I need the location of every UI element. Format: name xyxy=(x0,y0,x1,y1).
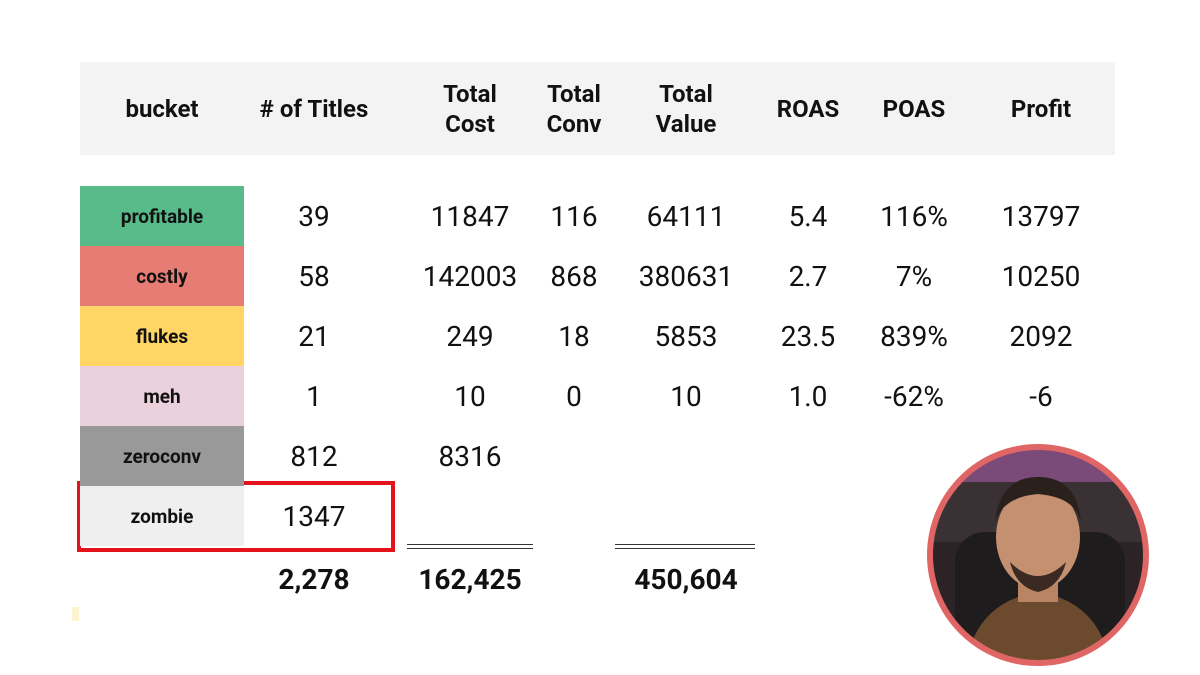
data-cell: 2.7 xyxy=(788,259,828,293)
data-cell: 39 xyxy=(298,199,330,233)
bucket-cell: flukes xyxy=(80,306,244,366)
header-band xyxy=(80,62,1115,155)
double-underline xyxy=(615,544,755,549)
data-cell: -6 xyxy=(1029,379,1053,413)
data-cell: 1 xyxy=(306,379,322,413)
column-header: # of Titles xyxy=(259,94,369,123)
column-header: bucket xyxy=(125,94,199,123)
data-cell: 380631 xyxy=(638,259,734,293)
data-cell: 18 xyxy=(558,319,590,353)
data-cell: 116% xyxy=(880,199,948,233)
total-cell: 162,425 xyxy=(418,562,522,596)
data-cell: 249 xyxy=(446,319,494,353)
data-cell: -62% xyxy=(884,379,944,413)
bucket-cell: zombie xyxy=(80,486,244,546)
column-header: Total Cost xyxy=(443,79,497,138)
column-header: Total Conv xyxy=(546,79,602,138)
webcam xyxy=(927,444,1149,666)
data-cell: 10 xyxy=(670,379,702,413)
data-cell: 13797 xyxy=(1001,199,1081,233)
data-cell: 2092 xyxy=(1009,319,1073,353)
data-cell: 5.4 xyxy=(788,199,828,233)
data-cell: 5853 xyxy=(654,319,718,353)
data-cell: 64111 xyxy=(646,199,726,233)
data-cell: 10250 xyxy=(1001,259,1081,293)
bucket-cell: meh xyxy=(80,366,244,426)
data-cell: 142003 xyxy=(422,259,518,293)
data-cell: 7% xyxy=(895,259,933,293)
bucket-cell: profitable xyxy=(80,186,244,246)
column-header: Profit xyxy=(1010,94,1072,123)
column-header: ROAS xyxy=(776,94,840,123)
total-cell: 450,604 xyxy=(634,562,738,596)
mark xyxy=(72,607,79,621)
bucket-cell: costly xyxy=(80,246,244,306)
bucket-cell: zeroconv xyxy=(80,426,244,486)
data-cell: 58 xyxy=(298,259,330,293)
data-cell: 11847 xyxy=(430,199,510,233)
data-cell: 10 xyxy=(454,379,486,413)
data-cell: 8316 xyxy=(438,439,502,473)
data-cell: 21 xyxy=(298,319,330,353)
column-header: Total Value xyxy=(655,79,717,138)
total-cell: 2,278 xyxy=(278,562,350,596)
column-header: POAS xyxy=(882,94,946,123)
data-cell: 1.0 xyxy=(788,379,828,413)
data-cell: 812 xyxy=(290,439,338,473)
data-cell: 868 xyxy=(550,259,598,293)
data-cell: 1347 xyxy=(282,499,346,533)
data-cell: 839% xyxy=(880,319,948,353)
data-cell: 23.5 xyxy=(780,319,836,353)
data-cell: 116 xyxy=(550,199,598,233)
double-underline xyxy=(407,544,533,549)
data-cell: 0 xyxy=(566,379,582,413)
